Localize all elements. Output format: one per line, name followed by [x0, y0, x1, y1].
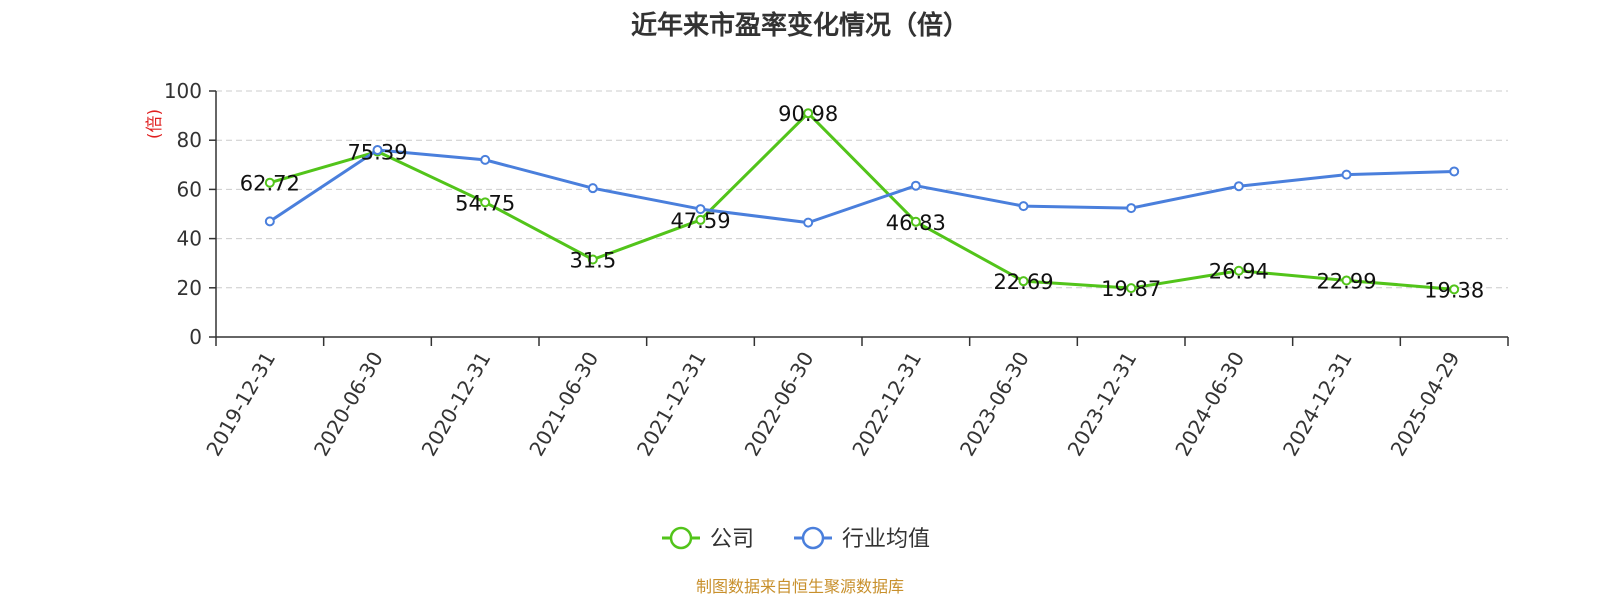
x-tick-label: 2020-12-31 — [417, 348, 496, 461]
data-label: 19.87 — [1101, 277, 1161, 301]
data-label: 54.75 — [455, 191, 515, 215]
data-point — [1233, 181, 1244, 192]
y-tick-label: 40 — [177, 227, 202, 251]
data-point — [910, 216, 921, 227]
data-point — [1126, 203, 1137, 214]
data-point — [1449, 166, 1460, 177]
data-label: 22.99 — [1316, 269, 1376, 293]
x-tick-label: 2022-12-31 — [847, 348, 926, 461]
legend-label: 公司 — [710, 527, 754, 552]
source-note: 制图数据来自恒生聚源数据库 — [696, 577, 904, 596]
data-point — [1341, 169, 1352, 180]
axes: 0 20 40 60 80 100 2019-12-31 2020-06-30 2020-12-… — [164, 79, 1509, 461]
x-tick-label: 2025-04-29 — [1386, 348, 1465, 461]
x-tick-label: 2024-06-30 — [1170, 348, 1249, 461]
data-point — [695, 214, 706, 225]
x-tick-label: 2021-12-31 — [632, 348, 711, 461]
series-lines — [264, 108, 1460, 295]
x-tick-label: 2024-12-31 — [1278, 348, 1357, 461]
x-tick-label: 2021-06-30 — [524, 348, 603, 461]
data-label: 31.5 — [569, 249, 616, 273]
x-tick-label: 2020-06-30 — [309, 348, 388, 461]
chart-title: 近年来市盈率变化情况（倍） — [631, 10, 969, 41]
data-label: 22.69 — [993, 270, 1053, 294]
x-tick-label: 2023-12-31 — [1063, 348, 1142, 461]
data-point — [264, 177, 275, 188]
data-label: 47.59 — [670, 209, 730, 233]
series-line-2 — [269, 148, 1455, 225]
data-point — [1018, 276, 1029, 287]
data-labels: 62.72 75.39 54.75 31.5 47.59 90.98 46.83 22.69 1… — [240, 102, 1484, 302]
data-point — [1233, 265, 1244, 276]
x-tick-label: 2019-12-31 — [201, 348, 280, 461]
y-tick-label: 60 — [177, 177, 202, 201]
data-point — [372, 145, 383, 156]
data-label: 46.83 — [886, 211, 946, 235]
data-point — [803, 108, 814, 119]
data-point — [1341, 275, 1352, 286]
x-tick-label: 2023-06-30 — [955, 348, 1034, 461]
data-label: 19.38 — [1424, 278, 1484, 302]
data-point — [587, 254, 598, 265]
series-line-1 — [269, 111, 1455, 291]
data-point — [1449, 284, 1460, 295]
legend-marker — [669, 526, 693, 550]
y-axis-label: (倍) — [145, 109, 165, 139]
legend-item-1[interactable]: 公司 — [662, 526, 754, 552]
legend-marker — [801, 526, 825, 550]
data-label: 26.94 — [1209, 260, 1269, 284]
legend[interactable]: 公司 行业均值 — [662, 526, 930, 552]
legend-item-2[interactable]: 行业均值 — [794, 526, 930, 552]
y-tick-label: 100 — [164, 79, 202, 103]
data-point — [803, 217, 814, 228]
legend-label: 行业均值 — [842, 527, 930, 552]
gridlines — [216, 90, 1508, 289]
data-point — [910, 180, 921, 191]
data-label: 90.98 — [778, 102, 838, 126]
data-label: 75.39 — [347, 141, 407, 165]
data-point — [480, 197, 491, 208]
data-point — [695, 204, 706, 215]
data-label: 62.72 — [240, 172, 300, 196]
data-point — [1018, 201, 1029, 212]
y-tick-label: 80 — [177, 128, 202, 152]
data-point — [264, 216, 275, 227]
x-tick-label: 2022-06-30 — [740, 348, 819, 461]
data-point — [587, 183, 598, 194]
data-point — [1126, 283, 1137, 294]
y-tick-label: 0 — [189, 325, 202, 349]
data-point — [480, 154, 491, 165]
y-tick-label: 20 — [177, 276, 202, 300]
